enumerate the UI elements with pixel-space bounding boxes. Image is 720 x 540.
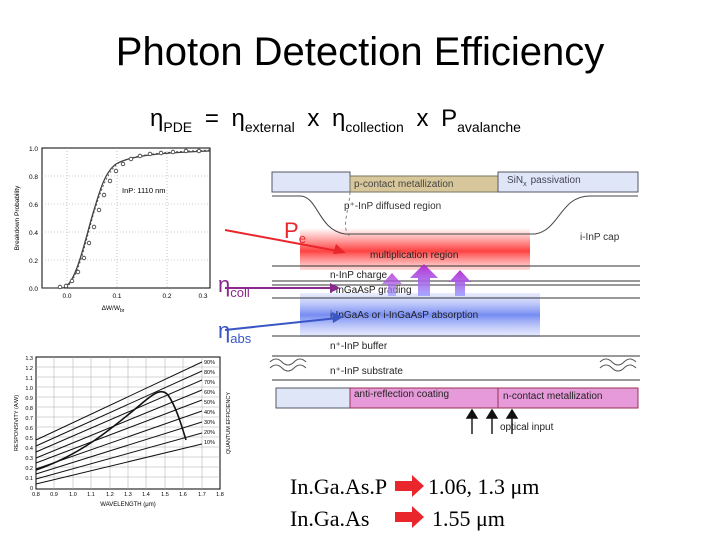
ytick: 0.9 — [25, 396, 33, 402]
ytick: 0.5 — [25, 436, 33, 442]
pde-subscript: PDE — [163, 119, 193, 135]
ytick: 1.2 — [25, 366, 33, 372]
xtick: 1.1 — [87, 492, 95, 498]
sin-label: SiNx passivation — [507, 175, 581, 188]
material-name: In.Ga.As — [290, 506, 370, 531]
times-sign: x — [416, 105, 429, 132]
xtick: 0.8 — [32, 492, 40, 498]
material-arrows — [395, 475, 424, 528]
ytick: 0.7 — [25, 416, 33, 422]
xtick: 1.3 — [124, 492, 132, 498]
eta-symbol: η — [150, 105, 164, 132]
eta-coll-label: ηcoll — [218, 272, 250, 300]
xtick: 1.4 — [142, 492, 150, 498]
efficiency-callouts: Pe ηcoll ηabs — [218, 218, 346, 346]
qe-label: 40% — [204, 410, 215, 416]
collection-subscript: collection — [345, 119, 404, 135]
xtick: 1.0 — [69, 492, 77, 498]
qe-label: 50% — [204, 400, 215, 406]
absorption-label: i-InGaAs or i-InGaAsP absorption — [330, 310, 478, 321]
equals-sign: = — [204, 105, 219, 132]
qe-label: 10% — [204, 440, 215, 446]
pde-formula: ηPDE = ηexternal x ηcollection x Pavalan… — [150, 104, 521, 136]
diffused-region-label: p⁺-InP diffused region — [344, 201, 441, 212]
p-letter: P — [441, 105, 458, 132]
ytick: 0.6 — [25, 426, 33, 432]
material-name: In.Ga.As.P — [290, 474, 388, 499]
ytick: 0.2 — [29, 258, 38, 265]
qe-label: 90% — [204, 360, 215, 366]
xtick: 1.5 — [161, 492, 169, 498]
n-contact-label: n-contact metallization — [503, 391, 603, 402]
qe-label: 60% — [204, 390, 215, 396]
qe-label: 20% — [204, 430, 215, 436]
eta-symbol: η — [332, 105, 346, 132]
breakdown-ylabel: Breakdown Probability — [14, 185, 21, 250]
breakdown-curve — [42, 150, 211, 289]
xtick: 0.2 — [162, 293, 171, 300]
ytick: 0 — [30, 486, 33, 492]
breakdown-probability-plot: InP: 1110 nm 1.0 0.8 0.6 0.4 0.2 0.0 0.0… — [14, 146, 211, 314]
buffer-label: n⁺-InP buffer — [330, 341, 388, 352]
xtick: 1.7 — [198, 492, 206, 498]
ytick: 0.6 — [29, 202, 38, 209]
ar-coating-label: anti-reflection coating — [354, 389, 449, 400]
multiplication-label: multiplication region — [370, 250, 458, 261]
ytick: 0.1 — [25, 476, 33, 482]
carrier-arrows — [382, 264, 471, 296]
ytick: 0.0 — [29, 286, 38, 293]
optical-input-label: optical input — [500, 422, 554, 433]
avalanche-subscript: avalanche — [457, 119, 521, 135]
ytick: 0.4 — [29, 230, 38, 237]
times-sign: x — [307, 105, 320, 132]
substrate-label: n⁺-InP substrate — [330, 366, 403, 377]
material-wavelength: 1.55 μm — [432, 506, 505, 531]
charge-label: n-InP charge — [330, 270, 388, 281]
quantum-efficiency-label: QUANTUM EFFICIENCY — [226, 392, 232, 454]
external-subscript: external — [244, 119, 295, 135]
ytick: 0.8 — [25, 406, 33, 412]
ytick: 1.1 — [25, 376, 33, 382]
xtick: 1.6 — [179, 492, 187, 498]
material-wavelength: 1.06, 1.3 μm — [428, 474, 540, 499]
qe-label: 30% — [204, 420, 215, 426]
xtick: 1.2 — [106, 492, 114, 498]
grading-label: i-InGaAsP grading — [330, 285, 412, 296]
eta-symbol: η — [231, 105, 245, 132]
inp-cap-label: i-InP cap — [580, 232, 620, 243]
n-contact-block — [497, 387, 639, 409]
sin-right — [497, 171, 639, 193]
eta-abs-label: ηabs — [218, 318, 252, 346]
ytick: 1.3 — [25, 356, 33, 362]
responsivity-xlabel: WAVELENGTH (μm) — [100, 502, 155, 508]
bottom-sin-left — [275, 387, 351, 409]
xtick: 0.9 — [50, 492, 58, 498]
pe-label: Pe — [284, 218, 306, 246]
optical-input-arrows — [465, 408, 519, 434]
xtick: 0.1 — [112, 293, 121, 300]
qe-label: 70% — [204, 380, 215, 386]
ytick: 0.8 — [29, 174, 38, 181]
xtick: 1.8 — [216, 492, 224, 498]
breakdown-xlabel: ΔW/Wbr — [102, 305, 125, 314]
p-contact-label: p-contact metallization — [354, 179, 454, 190]
ytick: 0.4 — [25, 446, 33, 452]
page-title: Photon Detection Efficiency — [115, 30, 605, 74]
xtick: 0.0 — [62, 293, 71, 300]
inp-annotation: InP: 1110 nm — [122, 186, 166, 195]
diffusion-boundary — [272, 195, 638, 235]
xtick: 0.3 — [198, 293, 207, 300]
qe-label: 80% — [204, 370, 215, 376]
ytick: 1.0 — [29, 146, 38, 153]
ytick: 0.2 — [25, 466, 33, 472]
ytick: 0.3 — [25, 456, 33, 462]
responsivity-ylabel: RESPONSIVITY (A/W) — [14, 395, 20, 451]
sin-left — [271, 171, 351, 193]
absorption-glow — [300, 293, 540, 337]
responsivity-plot: 1.3 1.2 1.1 1.0 0.9 0.8 0.7 0.6 0.5 0.4 … — [14, 356, 232, 508]
ytick: 1.0 — [25, 386, 33, 392]
device-structure: p-contact metallization SiNx passivation … — [269, 171, 640, 434]
